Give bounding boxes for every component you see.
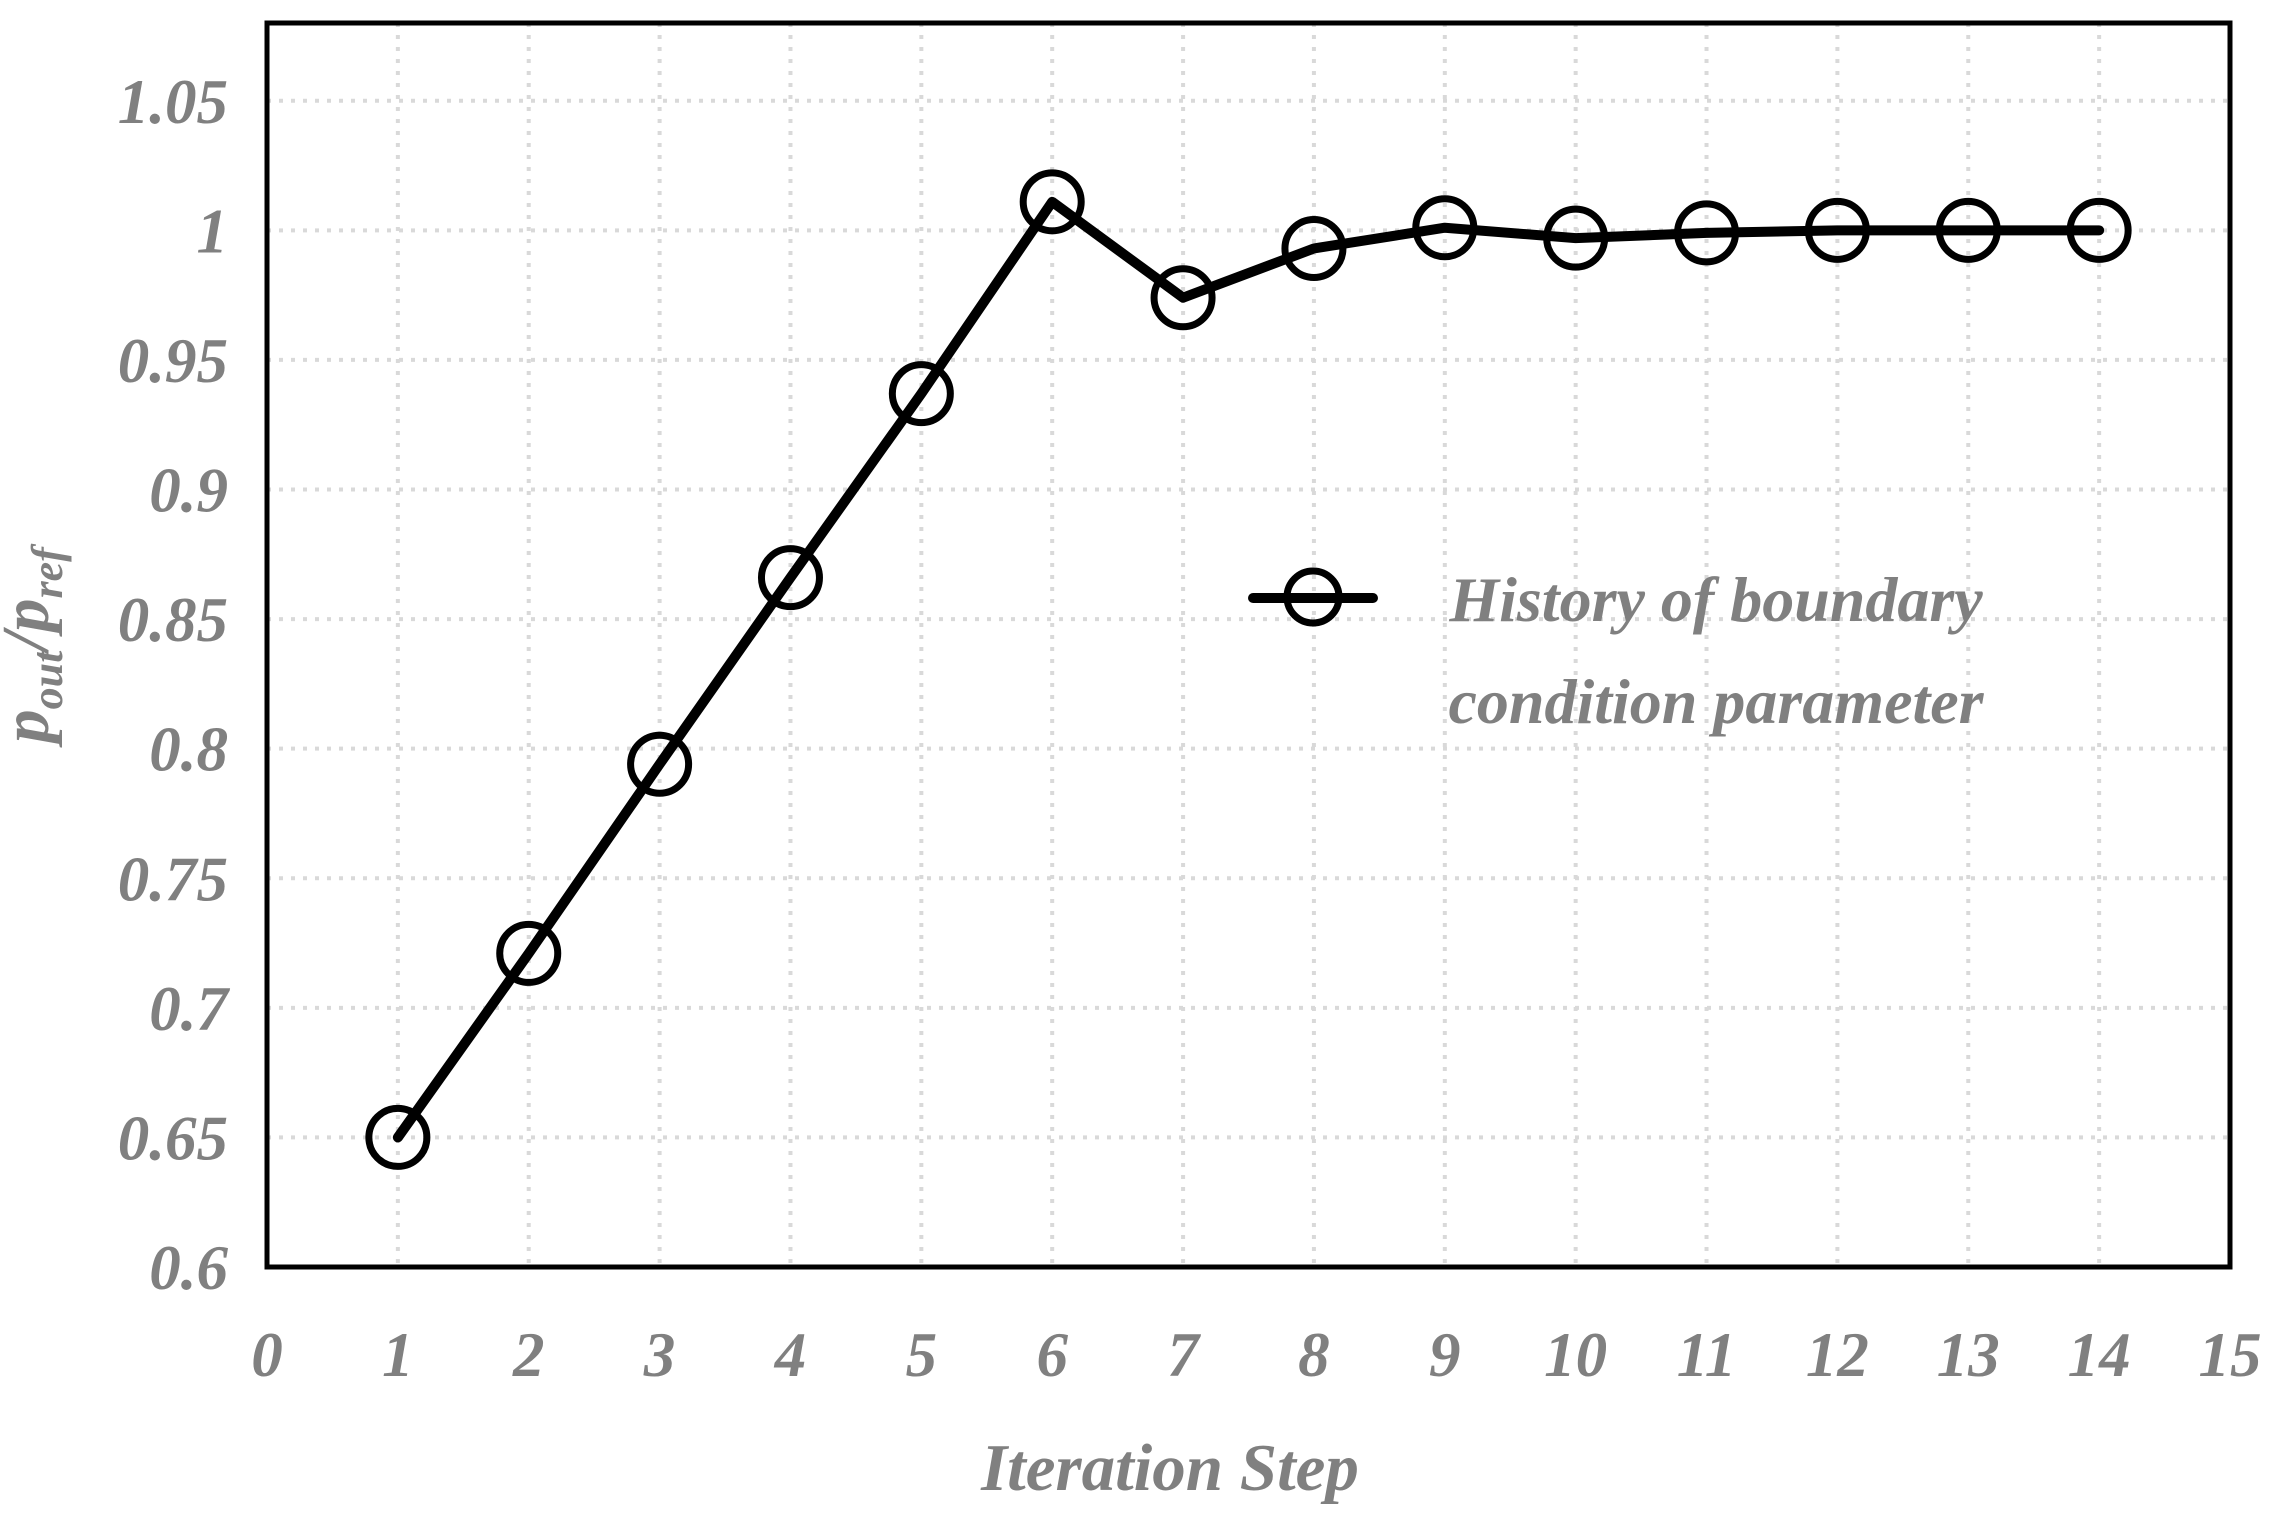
y-tick-label: 0.8	[149, 715, 228, 785]
x-tick-label: 8	[1298, 1320, 1330, 1390]
x-axis-title: Iteration Step	[980, 1431, 1359, 1505]
series-line-layer	[392, 196, 2105, 1143]
y-tick-label: 0.7	[149, 974, 230, 1044]
x-tick-label: 11	[1677, 1320, 1737, 1390]
x-tick-label: 4	[774, 1320, 807, 1390]
data-point-markers	[365, 169, 2132, 1170]
x-tick-label: 9	[1429, 1320, 1461, 1390]
data-point-marker	[2066, 197, 2132, 263]
x-tick-label: 10	[1544, 1320, 1607, 1390]
x-tick-label: 7	[1167, 1320, 1201, 1390]
x-tick-label: 3	[643, 1320, 676, 1390]
data-point-marker	[1412, 195, 1478, 261]
x-tick-labels: 0 1 2 3 4 5 6 7 8 9 10 11 12 13 14 15	[251, 1320, 2261, 1390]
x-tick-label: 12	[1806, 1320, 1869, 1390]
x-tick-label: 6	[1036, 1320, 1068, 1390]
data-point-marker	[1281, 215, 1347, 281]
data-point-marker	[1935, 197, 2001, 263]
y-tick-label: 0.85	[118, 585, 228, 655]
plot-area-border	[264, 20, 2233, 1270]
legend-series-marker-icon	[1248, 567, 1378, 627]
y-tick-label: 0.95	[118, 326, 228, 396]
x-tick-label: 2	[512, 1320, 545, 1390]
x-tick-label: 1	[382, 1320, 414, 1390]
data-point-marker	[757, 545, 823, 611]
data-point-marker	[1150, 265, 1216, 331]
legend-label-line-1: History of boundary	[1448, 564, 1983, 635]
y-tick-labels: 0.6 0.65 0.7 0.75 0.8 0.85 0.9 0.95 1 1.05	[118, 67, 231, 1303]
data-point-marker	[1543, 205, 1609, 271]
data-point-marker	[1019, 169, 1085, 235]
x-tick-label: 14	[2068, 1320, 2131, 1390]
y-tick-label: 1	[197, 196, 229, 266]
data-point-marker	[496, 920, 562, 986]
y-tick-label: 0.6	[149, 1233, 228, 1303]
y-tick-label: 0.75	[118, 844, 228, 914]
y-tick-label: 1.05	[118, 67, 228, 137]
gridlines	[267, 23, 2230, 1267]
data-point-marker	[365, 1104, 431, 1170]
plot-border	[264, 20, 2233, 1270]
legend: History of boundary condition parameter	[1248, 564, 1985, 737]
x-tick-label: 13	[1937, 1320, 2000, 1390]
data-point-marker	[1674, 200, 1740, 266]
y-tick-label: 0.65	[118, 1103, 228, 1173]
legend-label-line-2: condition parameter	[1448, 666, 1984, 737]
data-point-marker	[627, 731, 693, 797]
y-tick-label: 0.9	[149, 456, 228, 526]
x-tick-label: 0	[251, 1320, 283, 1390]
series-line	[392, 196, 2105, 1143]
x-tick-label: 15	[2199, 1320, 2262, 1390]
data-point-marker	[1804, 197, 1870, 263]
x-tick-label: 5	[906, 1320, 938, 1390]
data-point-marker	[888, 361, 954, 427]
